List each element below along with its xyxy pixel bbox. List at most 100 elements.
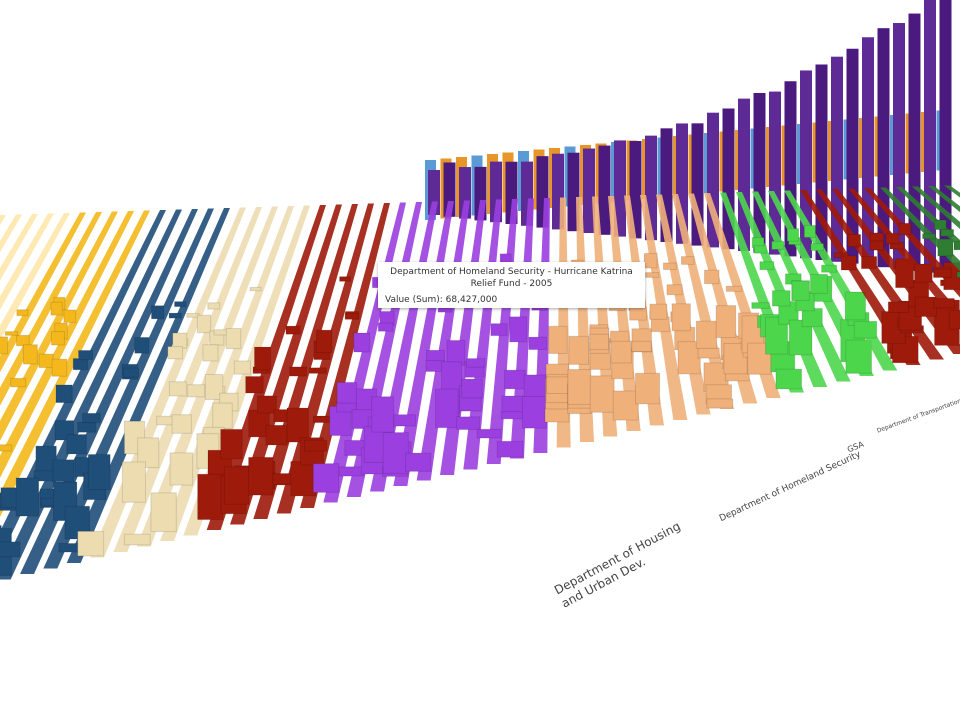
box bbox=[168, 381, 187, 397]
box bbox=[64, 505, 91, 540]
box bbox=[775, 368, 803, 390]
box bbox=[0, 541, 21, 558]
box bbox=[77, 421, 97, 433]
floor-strip bbox=[928, 186, 960, 213]
box bbox=[956, 271, 960, 278]
box bbox=[501, 395, 525, 414]
box bbox=[245, 375, 264, 394]
box bbox=[521, 395, 547, 429]
box bbox=[87, 453, 111, 491]
box bbox=[213, 329, 229, 336]
box bbox=[476, 428, 502, 439]
box bbox=[953, 240, 960, 251]
box bbox=[63, 309, 77, 323]
floor-strip bbox=[848, 188, 960, 328]
box bbox=[786, 228, 800, 242]
box bbox=[15, 334, 30, 347]
floor-strip bbox=[0, 212, 86, 373]
box bbox=[15, 477, 40, 517]
box bbox=[645, 272, 660, 278]
box bbox=[290, 461, 317, 497]
box bbox=[38, 353, 54, 369]
box bbox=[78, 349, 94, 361]
back-column bbox=[614, 140, 626, 237]
box bbox=[82, 412, 101, 424]
box bbox=[869, 240, 885, 251]
box bbox=[887, 301, 910, 314]
box bbox=[168, 312, 182, 319]
box bbox=[212, 402, 233, 429]
box bbox=[253, 346, 272, 371]
box bbox=[167, 346, 183, 360]
box bbox=[225, 328, 242, 350]
box bbox=[220, 428, 243, 460]
floor-strip bbox=[0, 215, 6, 226]
box bbox=[703, 269, 720, 285]
box bbox=[548, 325, 568, 354]
back-column bbox=[784, 81, 797, 257]
box bbox=[567, 369, 592, 405]
box bbox=[171, 414, 192, 434]
box bbox=[847, 233, 862, 248]
box bbox=[649, 303, 668, 320]
box bbox=[437, 306, 453, 313]
floor-strip bbox=[300, 203, 390, 508]
box bbox=[509, 316, 528, 343]
floor-strip bbox=[0, 214, 22, 253]
box bbox=[22, 344, 38, 365]
box bbox=[933, 268, 952, 278]
box bbox=[914, 263, 933, 283]
box bbox=[885, 232, 900, 245]
box bbox=[833, 252, 849, 259]
floor-strip bbox=[912, 186, 960, 230]
floor-strip bbox=[230, 204, 342, 525]
floor-strip bbox=[0, 214, 38, 281]
tooltip: Department of Homeland Security - Hurric… bbox=[378, 262, 645, 308]
box bbox=[860, 256, 878, 270]
box bbox=[715, 305, 737, 339]
box bbox=[312, 463, 340, 493]
box bbox=[265, 424, 288, 446]
box bbox=[134, 336, 150, 354]
back-column bbox=[800, 70, 812, 259]
box bbox=[751, 302, 770, 309]
box bbox=[248, 456, 274, 496]
box bbox=[202, 344, 219, 362]
box bbox=[504, 369, 526, 390]
box bbox=[50, 331, 65, 346]
box bbox=[150, 305, 165, 320]
tooltip-value: Value (Sum): 68,427,000 bbox=[385, 295, 498, 305]
tooltip-title: Department of Homeland Security - Hurric… bbox=[390, 267, 633, 289]
floor-strip bbox=[864, 188, 960, 298]
box bbox=[810, 243, 824, 252]
floor-strip bbox=[0, 213, 70, 341]
box bbox=[610, 340, 632, 364]
box bbox=[197, 473, 224, 521]
box bbox=[764, 316, 789, 355]
box bbox=[137, 437, 160, 469]
box bbox=[933, 219, 947, 231]
box bbox=[50, 301, 63, 316]
box bbox=[788, 319, 813, 356]
box bbox=[725, 285, 743, 292]
box bbox=[948, 309, 960, 330]
box bbox=[697, 347, 720, 359]
box bbox=[759, 261, 775, 271]
box bbox=[207, 302, 221, 310]
box bbox=[66, 434, 87, 455]
box bbox=[204, 373, 224, 401]
box bbox=[353, 332, 371, 353]
box bbox=[466, 358, 486, 368]
box bbox=[196, 314, 212, 334]
box bbox=[853, 320, 878, 339]
floor-strip bbox=[0, 211, 134, 478]
box bbox=[338, 466, 365, 477]
box bbox=[695, 320, 718, 349]
box bbox=[249, 286, 262, 292]
box bbox=[371, 396, 395, 433]
box bbox=[377, 322, 394, 332]
box bbox=[589, 333, 610, 351]
box bbox=[169, 452, 194, 486]
box bbox=[546, 376, 569, 395]
